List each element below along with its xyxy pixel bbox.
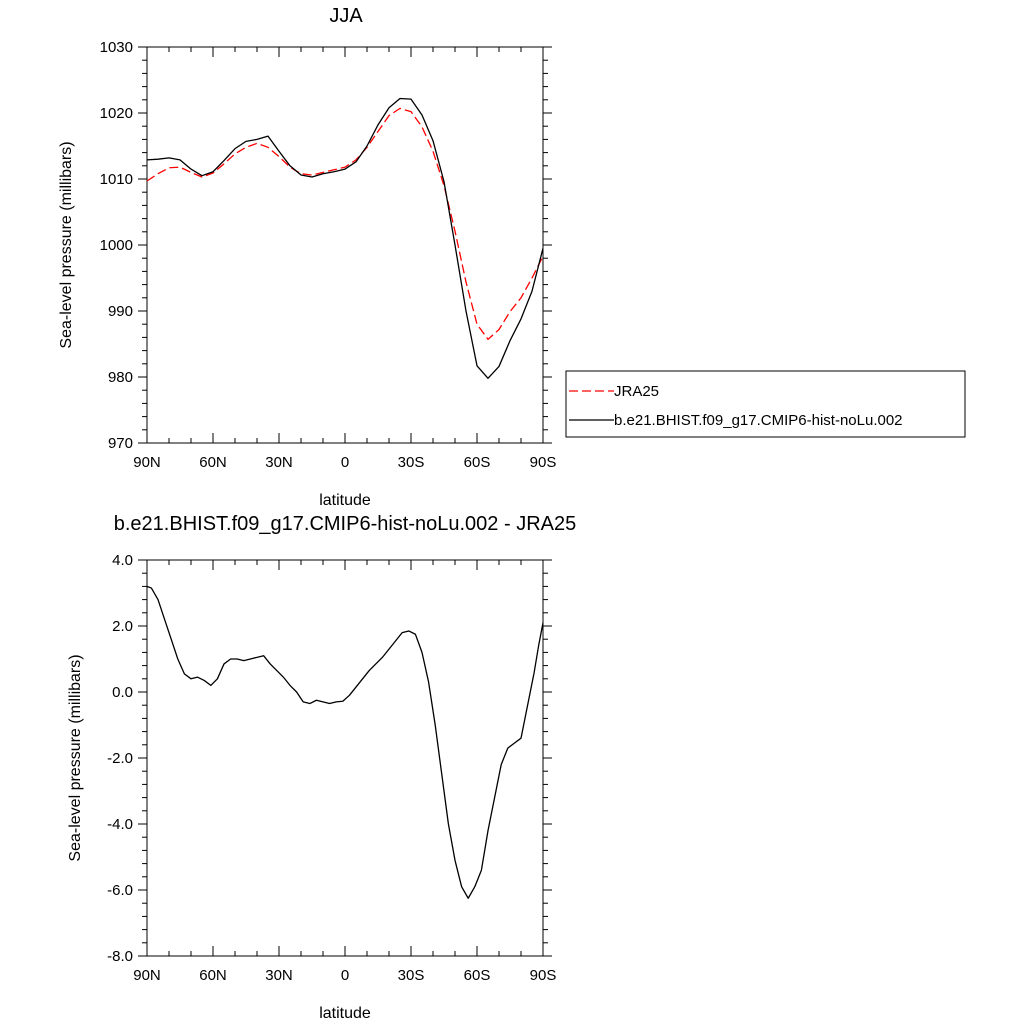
top-ticks: 90N 60N 30N 0 30S 60S 90S 970 980 990 1000 1010 1020… — [100, 39, 557, 471]
legend-label-jra25: JRA25 — [614, 383, 659, 400]
top-x-axis-label: latitude — [319, 492, 371, 509]
y-tick-label: 1030 — [100, 39, 133, 56]
top-y-axis-label: Sea-level pressure (millibars) — [58, 141, 75, 348]
bottom-series — [146, 585, 544, 899]
y-tick-label: 2.0 — [112, 618, 133, 635]
bottom-ticks: 90N 60N 30N 0 30S 60S 90S -8.0 -6.0 -4.0 -2.0 0.0 2.… — [107, 552, 556, 984]
y-tick-label: -4.0 — [107, 816, 133, 833]
top-series — [146, 97, 544, 379]
y-tick-label: 1010 — [100, 171, 133, 188]
x-tick-label: 90N — [133, 967, 161, 984]
x-tick-label: 0 — [341, 454, 349, 471]
top-series-line-1 — [146, 97, 544, 379]
legend-label-model: b.e21.BHIST.f09_g17.CMIP6-hist-noLu.002 — [614, 412, 903, 429]
bottom-series-line-0 — [146, 585, 544, 899]
bottom-y-axis-label: Sea-level pressure (millibars) — [67, 654, 84, 861]
y-tick-label: 990 — [108, 303, 133, 320]
x-tick-label: 60S — [464, 967, 491, 984]
y-tick-label: 4.0 — [112, 552, 133, 569]
bottom-plot-frame — [146, 559, 544, 957]
x-tick-label: 60S — [464, 454, 491, 471]
y-tick-label: 1000 — [100, 237, 133, 254]
x-tick-label: 0 — [341, 967, 349, 984]
top-series-line-0 — [146, 107, 544, 341]
top-chart-title: JJA — [329, 5, 363, 27]
y-tick-label: 1020 — [100, 105, 133, 122]
legend-box — [565, 370, 966, 438]
legend: JRA25 b.e21.BHIST.f09_g17.CMIP6-hist-noL… — [565, 370, 966, 438]
y-tick-label: 980 — [108, 369, 133, 386]
y-tick-label: 0.0 — [112, 684, 133, 701]
x-tick-label: 60N — [199, 454, 227, 471]
x-tick-label: 90S — [530, 967, 557, 984]
top-chart: JJA 90N 60N 30N 0 30S 60S 90S 970 980 990 1000 1010… — [58, 5, 556, 509]
bottom-x-axis-label: latitude — [319, 1005, 371, 1022]
x-tick-label: 30N — [265, 967, 293, 984]
bottom-chart-title: b.e21.BHIST.f09_g17.CMIP6-hist-noLu.002 … — [114, 513, 576, 535]
x-tick-label: 90N — [133, 454, 161, 471]
y-tick-label: -8.0 — [107, 948, 133, 965]
bottom-chart: b.e21.BHIST.f09_g17.CMIP6-hist-noLu.002 … — [67, 513, 576, 1022]
x-tick-label: 30S — [398, 967, 425, 984]
y-tick-label: -6.0 — [107, 882, 133, 899]
x-tick-label: 60N — [199, 967, 227, 984]
top-plot-frame — [146, 46, 544, 444]
y-tick-label: 970 — [108, 435, 133, 452]
x-tick-label: 30N — [265, 454, 293, 471]
y-tick-label: -2.0 — [107, 750, 133, 767]
x-tick-label: 30S — [398, 454, 425, 471]
x-tick-label: 90S — [530, 454, 557, 471]
